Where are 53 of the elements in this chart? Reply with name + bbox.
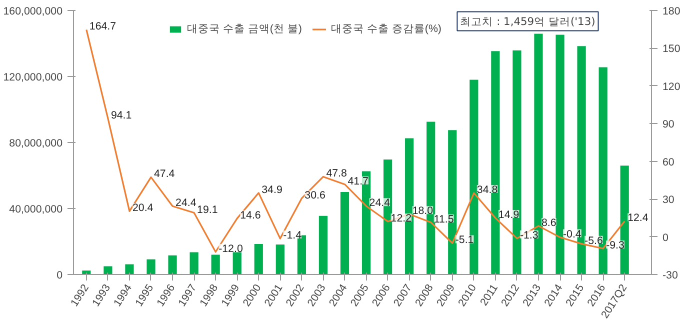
bar	[168, 255, 177, 274]
data-label: 94.1	[110, 109, 132, 122]
data-label: 18.0	[412, 205, 434, 218]
y2-tick-label: -30	[662, 270, 678, 282]
data-label: 34.9	[262, 184, 282, 196]
data-label: -1.3	[520, 229, 538, 242]
data-label: 14.9	[498, 209, 520, 222]
bar	[125, 264, 134, 274]
y-tick-label: 160,000,000	[3, 6, 63, 18]
y-tick-label: 0	[56, 270, 63, 282]
bar	[190, 252, 198, 274]
y2-tick-label: 30	[662, 194, 674, 206]
bar	[276, 244, 284, 274]
bar	[340, 192, 350, 274]
annotation: 최고치 : 1,459억 달러('13)	[460, 14, 596, 28]
data-label: 24.4	[369, 197, 390, 210]
bar	[146, 259, 156, 274]
data-label: 47.4	[154, 168, 175, 180]
data-label: 12.2	[390, 212, 412, 224]
y2-tick-label: 60	[662, 156, 674, 168]
bar	[254, 244, 263, 274]
legend-label: 대중국 수출 금액(천 불)	[187, 22, 302, 36]
data-label: -9.3	[606, 239, 624, 252]
data-label: 47.8	[326, 168, 348, 180]
bar	[556, 34, 564, 274]
data-label: 164.7	[89, 20, 116, 33]
data-label: 8.6	[541, 216, 556, 229]
y-tick-label: 40,000,000	[9, 204, 63, 216]
data-label: -5.1	[455, 234, 474, 246]
y-tick-label: 80,000,000	[9, 138, 63, 150]
y2-tick-label: 120	[662, 80, 680, 93]
data-label: 12.4	[628, 212, 648, 224]
data-label: -1.4	[283, 230, 302, 242]
data-label: -5.6	[584, 234, 603, 247]
bar	[318, 216, 328, 274]
y-tick-label: 120,000,000	[3, 72, 63, 84]
data-label: 19.1	[197, 204, 218, 216]
y2-tick-label: 180	[662, 6, 680, 18]
data-label: 20.4	[132, 202, 154, 214]
bar	[211, 254, 220, 274]
data-label: 24.4	[176, 197, 196, 210]
data-label: 14.6	[240, 209, 261, 222]
bar	[232, 252, 242, 274]
y2-tick-label: 150	[662, 43, 680, 56]
data-label: 30.6	[304, 189, 326, 202]
data-label: 41.7	[348, 175, 369, 188]
legend-label: 대중국 수출 증감률(%)	[330, 22, 442, 36]
data-label: 34.8	[476, 184, 498, 196]
y2-tick-label: 90	[662, 118, 674, 131]
y2-tick-label: 0	[662, 232, 668, 244]
data-label: -12.0	[218, 242, 243, 255]
data-label: 11.5	[434, 213, 454, 226]
data-label: -0.4	[563, 228, 582, 240]
